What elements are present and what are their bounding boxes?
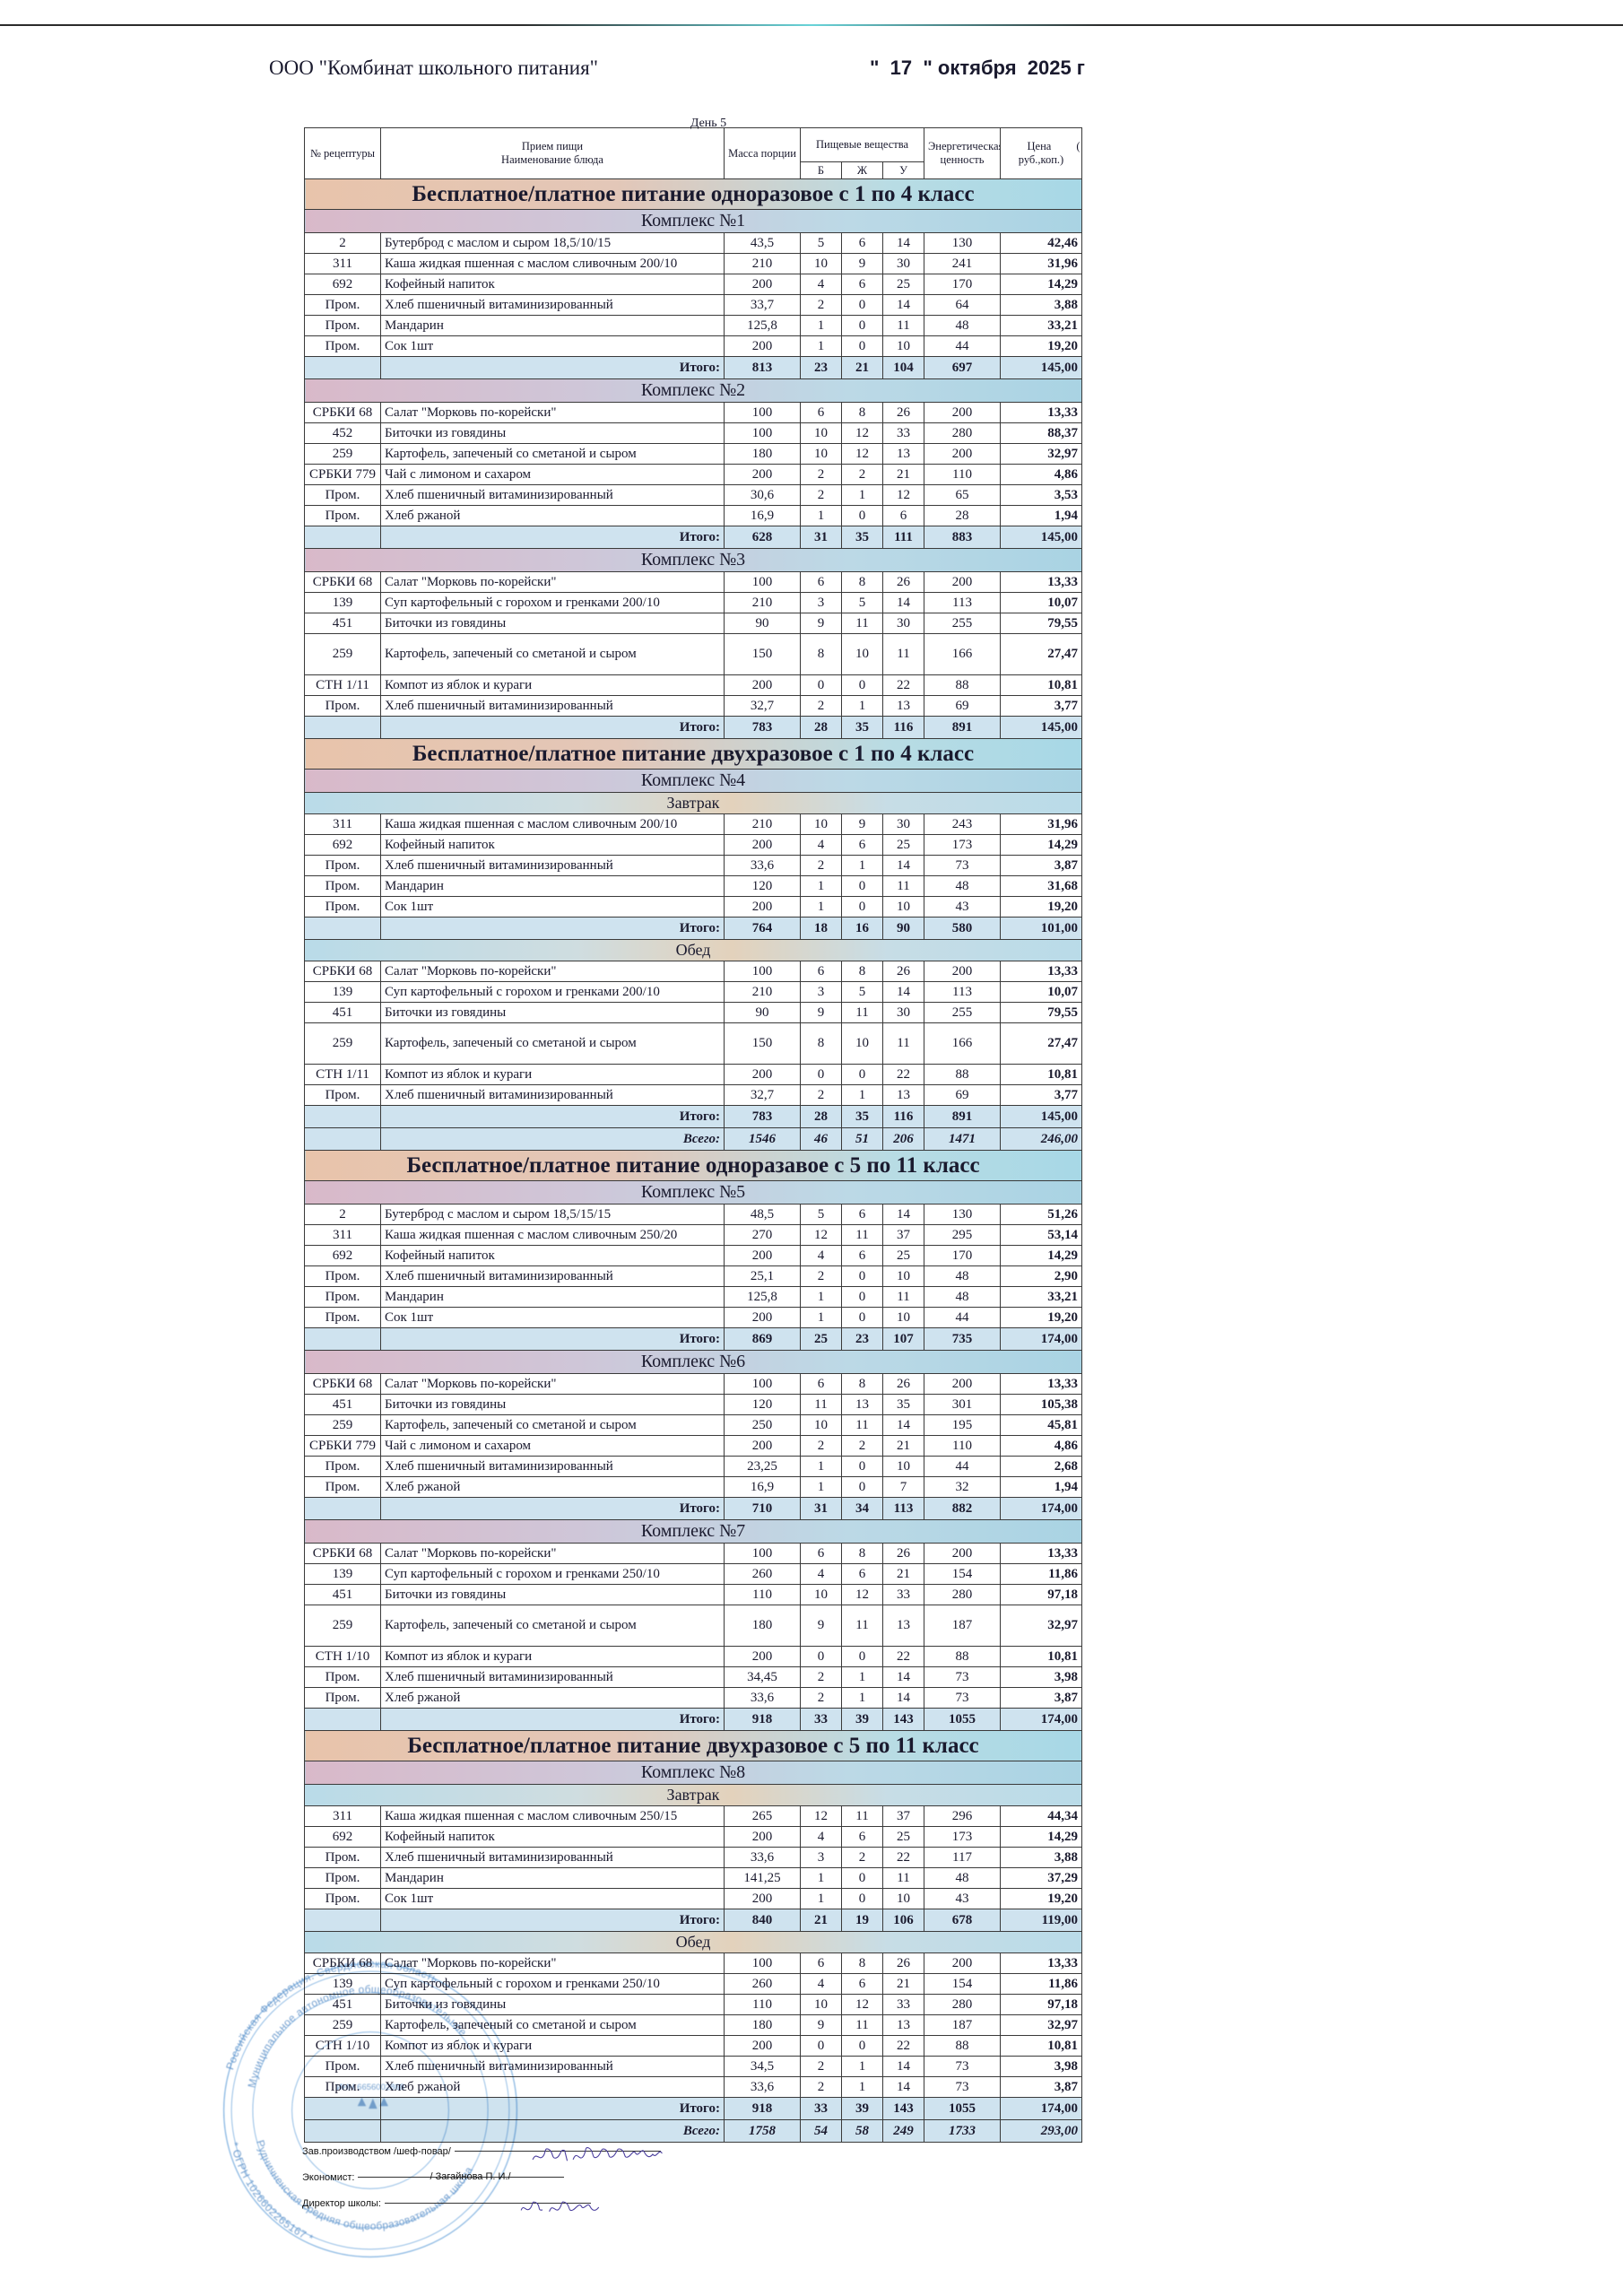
svg-text:ИНН 6656002868: ИНН 6656002868 xyxy=(336,2083,404,2092)
